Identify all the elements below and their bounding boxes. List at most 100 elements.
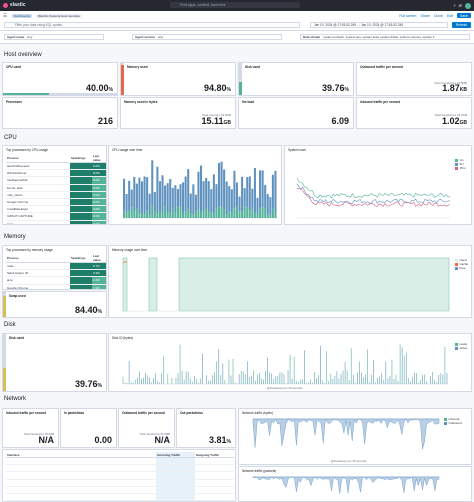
- column-header[interactable]: Sparkings: [70, 154, 92, 163]
- traffic-area: [252, 418, 440, 450]
- cpu-system-bar: [182, 212, 185, 218]
- agent-name-control[interactable]: Agent name Any: [4, 34, 104, 40]
- table-row[interactable]: logd 0.0%: [6, 220, 106, 224]
- table-row[interactable]: [6, 493, 234, 501]
- legend-item[interactable]: 15m: [455, 166, 465, 170]
- last-value: 0.0%: [92, 169, 106, 178]
- legend-item[interactable]: 5m: [455, 162, 465, 166]
- clone-button[interactable]: Clone: [433, 13, 443, 18]
- memory-usage-chart-panel: Memory usage over time Used Cache Free: [108, 245, 472, 318]
- legend-item[interactable]: 1m: [455, 158, 465, 162]
- table-row[interactable]: Google Chrome 0.0%: [6, 198, 106, 207]
- controls-bar: Agent name Any Agent version Any Data stre…: [0, 31, 474, 44]
- cpu-system-bar: [251, 207, 254, 218]
- cpu-system-bar: [210, 212, 213, 218]
- cpu-usage-chart: [123, 160, 277, 219]
- kql-placeholder: Filter your data using KQL syntax: [15, 23, 63, 27]
- agent-version-control[interactable]: Agent version Any: [132, 34, 282, 40]
- metric-value: 0.00: [94, 435, 112, 445]
- column-header[interactable]: Outgoing Traffic: [195, 452, 234, 458]
- last-value: 0.0%: [92, 176, 106, 185]
- column-header[interactable]: Process: [6, 154, 70, 163]
- net-out-packetloss-panel: Out packetloss 3.81%: [176, 408, 236, 448]
- save-button[interactable]: Save: [457, 13, 471, 18]
- table-row[interactable]: java 2.4%: [6, 276, 106, 285]
- legend-item[interactable]: Used: [455, 258, 468, 262]
- cpu-system-bar: [143, 213, 146, 218]
- table-row[interactable]: mds_stores 0.0%: [6, 191, 106, 199]
- menu-toggle-icon[interactable]: ☰: [3, 12, 8, 18]
- table-row[interactable]: WindowServer 0.0%: [6, 169, 106, 178]
- panel-title: Disk IO (bytes): [112, 336, 134, 340]
- cpu-system-bar: [156, 213, 159, 218]
- net-inbound-panel: Inbound traffic per second Total transfe…: [2, 408, 59, 448]
- kql-query-input[interactable]: Filter your data using KQL syntax: [4, 22, 300, 28]
- cpu-user-bar: [192, 184, 195, 215]
- full-screen-button[interactable]: Full screen: [399, 13, 417, 18]
- legend-item[interactable]: reads: [455, 342, 467, 346]
- cpu-system-bar: [135, 207, 138, 218]
- notifications-icon[interactable]: ✉: [458, 3, 462, 8]
- sparkline-cell: [70, 184, 92, 192]
- date-picker[interactable]: Jan 10, 2024 @ 17:51:52.249 → Jan 10, 20…: [310, 22, 448, 28]
- table-row[interactable]: kernel_task 0.0%: [6, 184, 106, 192]
- help-icon[interactable]: ?: [453, 3, 456, 8]
- brand-name: elastic: [10, 2, 26, 8]
- legend-item[interactable]: writes: [455, 346, 467, 350]
- user-avatar[interactable]: [465, 2, 471, 9]
- column-header[interactable]: Process: [6, 254, 70, 263]
- cpu-user-bar: [143, 176, 146, 214]
- column-header[interactable]: Interface: [6, 452, 156, 458]
- legend-item[interactable]: Inbound: [444, 417, 462, 421]
- table-row[interactable]: [6, 457, 234, 466]
- column-header[interactable]: Sparkings: [70, 254, 92, 263]
- cpu-system-bar: [184, 211, 187, 218]
- cpu-user-bar: [189, 193, 192, 213]
- column-header[interactable]: Last value: [92, 254, 106, 263]
- global-search-input[interactable]: Find apps, content, and more: [170, 2, 300, 8]
- section-title: Memory: [4, 234, 26, 240]
- dashboard-toolbar: Full screen Share Clone Edit Save: [399, 13, 471, 18]
- cpu-user-bar: [158, 181, 161, 211]
- sparkline-cell: [70, 191, 92, 199]
- memory-used-area: [178, 257, 450, 312]
- column-header[interactable]: Last value: [92, 154, 106, 163]
- interface-cell: [195, 471, 234, 480]
- table-row[interactable]: Slack Helper (R 3.3%: [6, 269, 106, 278]
- legend-item[interactable]: Cache: [455, 262, 468, 266]
- refresh-button[interactable]: Refresh: [452, 22, 471, 28]
- data-stream-control[interactable]: Data stream system.network, system.cpu, s…: [300, 34, 470, 40]
- cpu-user-bar: [169, 178, 172, 213]
- system-load-panel: System load 1m 5m 15m: [284, 145, 472, 225]
- share-button[interactable]: Share: [420, 13, 430, 18]
- table-row[interactable]: [6, 479, 234, 487]
- table-row[interactable]: trustdFileHelper 0.0%: [6, 205, 106, 214]
- edit-button[interactable]: Edit: [446, 13, 454, 18]
- metric-value: 39.76%: [322, 83, 349, 93]
- table-row[interactable]: IAPAUT CAPTURE 0.0%: [6, 212, 106, 221]
- table-row[interactable]: node 6.7%: [6, 262, 106, 271]
- cpu-system-bar: [194, 211, 197, 218]
- legend-item[interactable]: Free: [455, 266, 468, 270]
- legend-item[interactable]: Outbound: [444, 421, 462, 425]
- cpu-system-bar: [146, 210, 149, 218]
- elastic-logo[interactable]: elastic: [3, 2, 26, 8]
- table-row[interactable]: [6, 471, 234, 480]
- interface-cell: [195, 493, 234, 501]
- table-row[interactable]: [6, 464, 234, 473]
- breadcrumb-dashboards[interactable]: Dashboards: [12, 13, 33, 18]
- cpu-usage-chart-panel: CPU usage over time: [108, 145, 282, 225]
- inbound-traffic-panel: Inbound traffic per second Total transfe…: [356, 97, 472, 129]
- cpu-system-bar: [161, 212, 164, 218]
- panel-title: Top processes by memory usage: [6, 248, 53, 252]
- sparkline-cell: [70, 198, 92, 207]
- table-row[interactable]: [6, 486, 234, 494]
- table-row[interactable]: launchd/fsevents 0.0%: [6, 162, 106, 171]
- table-row[interactable]: IntelligencePlat 0.0%: [6, 176, 106, 185]
- column-header[interactable]: Incoming Traffic: [156, 452, 195, 458]
- cpu-user-bar: [241, 176, 244, 212]
- cpu-system-bar: [130, 207, 133, 218]
- cpu-user-bar: [151, 160, 154, 207]
- cpu-user-bar: [210, 189, 213, 213]
- table-row[interactable]: Google Chrome 1.9%: [6, 284, 106, 289]
